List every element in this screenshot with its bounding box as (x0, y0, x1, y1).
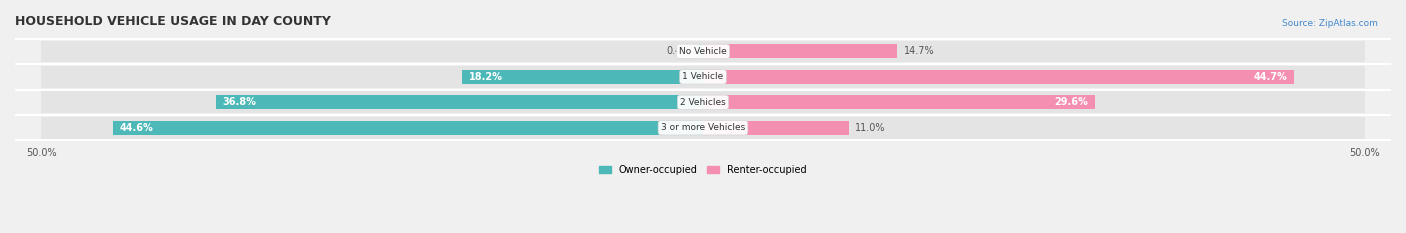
Text: 0.4%: 0.4% (666, 46, 692, 56)
Bar (703, 44, 897, 58)
Text: 44.6%: 44.6% (120, 123, 153, 133)
Bar (703, 41, 1365, 62)
Bar (703, 66, 1365, 88)
Text: 1 Vehicle: 1 Vehicle (682, 72, 724, 81)
Text: 11.0%: 11.0% (855, 123, 886, 133)
Text: No Vehicle: No Vehicle (679, 47, 727, 56)
Bar (703, 117, 1365, 139)
Bar (697, 44, 703, 58)
Text: 44.7%: 44.7% (1254, 72, 1288, 82)
Text: 36.8%: 36.8% (222, 97, 257, 107)
Bar (703, 70, 1295, 84)
Text: 3 or more Vehicles: 3 or more Vehicles (661, 123, 745, 132)
Bar (41, 117, 703, 139)
Bar (463, 70, 703, 84)
Bar (703, 95, 1095, 109)
Text: 2 Vehicles: 2 Vehicles (681, 98, 725, 107)
Text: 14.7%: 14.7% (904, 46, 935, 56)
Text: Source: ZipAtlas.com: Source: ZipAtlas.com (1282, 19, 1378, 28)
Bar (703, 92, 1365, 113)
Bar (41, 66, 703, 88)
Text: HOUSEHOLD VEHICLE USAGE IN DAY COUNTY: HOUSEHOLD VEHICLE USAGE IN DAY COUNTY (15, 15, 330, 28)
Bar (41, 92, 703, 113)
Text: 18.2%: 18.2% (468, 72, 503, 82)
Bar (217, 95, 703, 109)
Bar (41, 41, 703, 62)
Legend: Owner-occupied, Renter-occupied: Owner-occupied, Renter-occupied (596, 161, 810, 179)
Text: 29.6%: 29.6% (1054, 97, 1088, 107)
Bar (703, 121, 849, 135)
Bar (112, 121, 703, 135)
